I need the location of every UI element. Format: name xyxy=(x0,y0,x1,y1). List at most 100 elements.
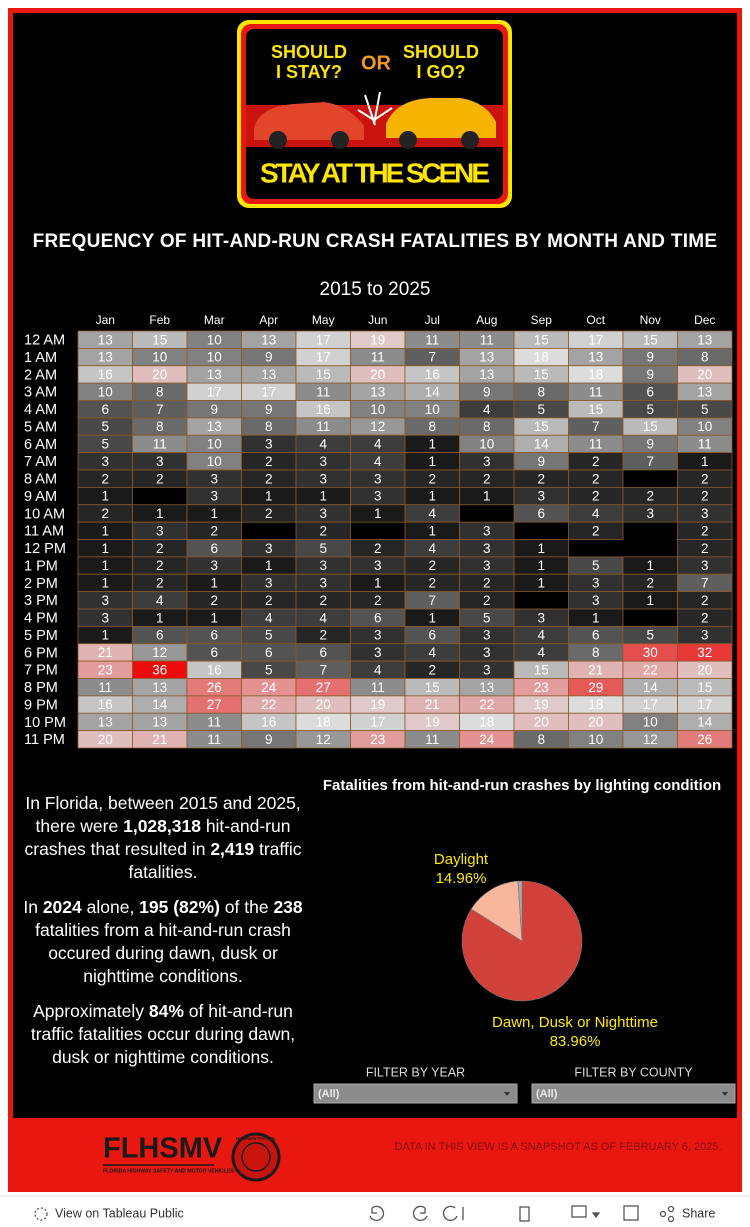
cell-label: 11 xyxy=(480,332,494,347)
cell-label: 20 xyxy=(534,715,549,730)
impact xyxy=(357,91,393,126)
text-run: 195 (82%) xyxy=(139,897,220,917)
toolbar-share[interactable]: Share xyxy=(682,1206,715,1220)
cell-label: 3 xyxy=(265,437,273,452)
cell-label: 21 xyxy=(152,732,167,747)
redo-icon[interactable] xyxy=(412,1205,428,1222)
cell-label: 3 xyxy=(319,506,327,521)
cell-label: 2 xyxy=(210,523,218,538)
column-label: Oct xyxy=(586,313,605,327)
cell-label: 13 xyxy=(697,384,712,399)
cell-label: 2 xyxy=(319,593,327,608)
cell-label: 3 xyxy=(319,471,327,486)
cell-label: 5 xyxy=(592,558,600,573)
text-run: traffic fatalities. xyxy=(128,839,302,882)
cell-label: 21 xyxy=(98,645,113,660)
tableau-icon[interactable] xyxy=(34,1207,48,1221)
cell-label: 13 xyxy=(152,680,167,695)
cell-label: 15 xyxy=(588,402,603,417)
filter-label: FILTER BY COUNTY xyxy=(574,1065,693,1079)
cell-label: 1 xyxy=(537,558,545,573)
cell-label: 2 xyxy=(592,523,600,538)
cell-label: 11 xyxy=(425,732,439,747)
cell-label: 18 xyxy=(479,715,494,730)
row-label: 5 PM xyxy=(24,628,58,644)
cell-label: 3 xyxy=(483,662,491,677)
cell-label: 11 xyxy=(371,680,385,695)
cell-label: 17 xyxy=(316,350,331,365)
filter-value[interactable]: (All) xyxy=(318,1088,340,1100)
cell-label: 3 xyxy=(265,576,273,591)
cell-label: 11 xyxy=(207,715,221,730)
filter-label: FILTER BY YEAR xyxy=(366,1065,465,1079)
cell-label: 36 xyxy=(152,662,167,677)
cell-label: 3 xyxy=(646,506,654,521)
cell-label: 9 xyxy=(210,402,218,417)
pie-slice[interactable] xyxy=(470,880,523,942)
column-label: Feb xyxy=(149,313,170,327)
cell-label: 18 xyxy=(588,367,603,382)
cell-label: 3 xyxy=(156,454,164,469)
banner-text: SHOULD xyxy=(271,42,347,62)
cell-label: 12 xyxy=(316,732,331,747)
cell-label: 24 xyxy=(479,732,495,747)
cell-label: 3 xyxy=(210,489,218,504)
footer-logo: FLHSMV xyxy=(103,1133,223,1165)
cell-label: 2 xyxy=(210,593,218,608)
cell-label: 5 xyxy=(701,402,709,417)
cell-label: 17 xyxy=(370,715,385,730)
cell-label: 2 xyxy=(265,471,273,486)
pie-label: Dawn, Dusk or Nighttime xyxy=(492,1014,658,1031)
column-label: Nov xyxy=(640,313,661,327)
filter-dropdown[interactable] xyxy=(313,1083,518,1104)
cell-label: 4 xyxy=(265,610,273,625)
cell-label: 16 xyxy=(98,697,113,712)
paragraph: In Florida, between 2015 and 2025, there… xyxy=(18,792,308,884)
undo-icon[interactable] xyxy=(369,1205,385,1222)
cell-label: 26 xyxy=(207,680,222,695)
car-red xyxy=(254,102,364,140)
cell-label: 15 xyxy=(534,367,549,382)
revert-icon[interactable] xyxy=(442,1205,464,1222)
cell-label: 22 xyxy=(643,662,658,677)
cell-label: 2 xyxy=(101,506,109,521)
text-run: In Florida, between 2015 and 2025, there… xyxy=(25,793,301,836)
cell-label: 6 xyxy=(101,402,109,417)
cell-label: 14 xyxy=(534,437,550,452)
cell-label: 9 xyxy=(646,350,654,365)
row-label: 10 AM xyxy=(24,506,65,522)
pie-slice[interactable] xyxy=(517,880,523,942)
cell-label: 7 xyxy=(646,454,654,469)
cell-label: 1 xyxy=(483,489,491,504)
filter-dropdown[interactable] xyxy=(531,1083,736,1104)
cell-label: 3 xyxy=(101,610,109,625)
cell-label: 2 xyxy=(428,558,436,573)
fullscreen-icon[interactable] xyxy=(623,1205,639,1221)
cell-label: 3 xyxy=(374,645,382,660)
cell-label: 2 xyxy=(428,471,436,486)
cell-label: 3 xyxy=(374,471,382,486)
cell-label: 9 xyxy=(265,402,273,417)
cell-label: 1 xyxy=(101,558,109,573)
cell-label: 1 xyxy=(156,506,164,521)
row-label: 5 AM xyxy=(24,419,57,435)
cell-label: 13 xyxy=(98,332,113,347)
cell-label: 3 xyxy=(701,558,709,573)
cell-label: 9 xyxy=(537,454,545,469)
cell-label: 1 xyxy=(428,523,436,538)
cell-label: 10 xyxy=(425,402,440,417)
cell-label: 4 xyxy=(428,541,436,556)
footer-logo-subtitle: FLORIDA HIGHWAY SAFETY AND MOTOR VEHICLE… xyxy=(103,1168,234,1174)
pie-value-label: 83.96% xyxy=(550,1033,601,1050)
toolbar-link[interactable]: View on Tableau Public xyxy=(55,1206,184,1220)
cell-label: 8 xyxy=(537,384,545,399)
cell-label: 3 xyxy=(319,576,327,591)
column-label: Jul xyxy=(425,313,440,327)
column-label: Mar xyxy=(204,313,225,327)
cell-label: 19 xyxy=(370,332,385,347)
pause-icon[interactable] xyxy=(519,1206,530,1222)
download-icon[interactable] xyxy=(571,1205,587,1218)
cell-label: 3 xyxy=(156,523,164,538)
filter-value[interactable]: (All) xyxy=(536,1088,558,1100)
